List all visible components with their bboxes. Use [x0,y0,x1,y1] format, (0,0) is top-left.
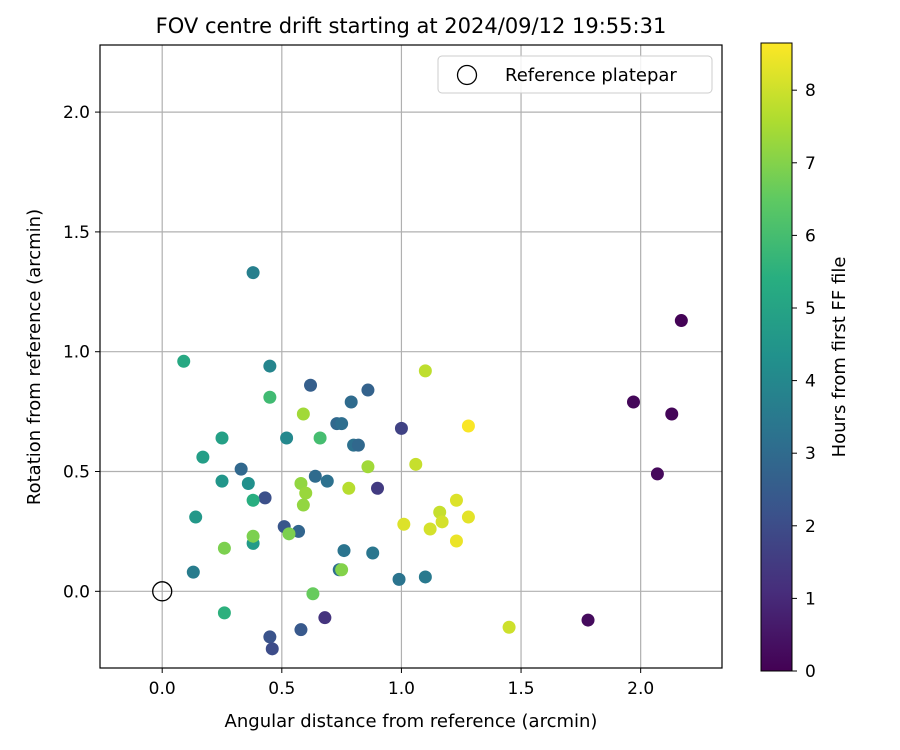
data-point [308,469,322,483]
data-point [371,481,385,495]
data-point [304,378,318,392]
colorbar-tick-label: 1 [805,589,816,609]
data-point [344,395,358,409]
chart-title: FOV centre drift starting at 2024/09/12 … [156,14,667,38]
data-point [397,517,411,531]
grid-lines [100,45,722,668]
legend-box [437,55,713,94]
data-point [502,620,516,634]
data-point [177,354,191,368]
data-point [435,515,449,529]
data-point [461,510,475,524]
colorbar-tick-label: 2 [805,517,816,537]
colorbar-tick-label: 5 [805,299,816,319]
legend-label: Reference platepar [505,65,677,86]
y-tick-label: 1.0 [63,343,90,363]
data-point [263,390,277,404]
legend-marker-icon [456,64,478,86]
colorbar: 0 1 2 3 4 5 6 7 8 Hours from first FF file [760,42,850,682]
data-point [263,359,277,373]
data-point [280,431,294,445]
colorbar-frame [760,42,793,672]
x-tick-label: 0.0 [149,679,176,699]
y-tick-label: 0.0 [63,582,90,602]
data-point [320,474,334,488]
data-point [186,565,200,579]
data-point [394,421,408,435]
data-point [366,546,380,560]
x-tick-label: 0.5 [268,679,295,699]
data-point [189,510,203,524]
legend: Reference platepar [437,55,713,94]
data-point [263,630,277,644]
colorbar-ticks: 0 1 2 3 4 5 6 7 8 [792,81,816,682]
data-point [665,407,679,421]
reference-marker [152,581,173,602]
colorbar-tick-label: 7 [805,154,816,174]
data-point [217,606,231,620]
data-point [626,395,640,409]
data-point [294,476,308,490]
data-point [258,491,272,505]
data-point [246,529,260,543]
data-point [246,493,260,507]
data-point [318,611,332,625]
colorbar-tick-label: 8 [805,81,816,101]
data-point [449,493,463,507]
data-point [361,460,375,474]
y-axis: 0.0 0.5 1.0 1.5 2.0 [63,103,100,602]
data-point [337,544,351,558]
reference-point [152,581,173,602]
data-point [650,467,664,481]
data-point [418,570,432,584]
data-point [361,383,375,397]
colorbar-tick-label: 3 [805,444,816,464]
data-point [351,438,365,452]
data-point [342,481,356,495]
colorbar-gradient [761,43,792,671]
data-point [423,522,437,536]
data-point [265,642,279,656]
data-point [246,266,260,280]
y-tick-label: 0.5 [63,463,90,483]
x-axis-title: Angular distance from reference (arcmin) [225,711,598,732]
data-point [196,450,210,464]
y-axis-title: Rotation from reference (arcmin) [24,209,45,505]
x-tick-label: 2.0 [627,679,654,699]
data-point [313,431,327,445]
data-point [217,541,231,555]
x-axis: 0.0 0.5 1.0 1.5 2.0 [149,668,654,699]
colorbar-title: Hours from first FF file [829,257,850,458]
data-point [294,623,308,637]
data-point [296,498,310,512]
data-point [409,457,423,471]
x-tick-label: 1.0 [388,679,415,699]
data-point [299,486,313,500]
data-point [282,527,296,541]
y-tick-label: 1.5 [63,223,90,243]
colorbar-tick-label: 0 [805,662,816,682]
data-point [449,534,463,548]
plot-frame [99,44,723,669]
data-point [461,419,475,433]
data-point [234,462,248,476]
y-tick-label: 2.0 [63,103,90,123]
data-point [392,572,406,586]
colorbar-tick-label: 4 [805,372,816,392]
data-point [418,364,432,378]
scatter-points [177,266,688,656]
colorbar-tick-label: 6 [805,226,816,246]
data-point [335,417,349,431]
data-point [296,407,310,421]
data-point [215,474,229,488]
data-point [306,587,320,601]
data-point [674,314,688,328]
x-tick-label: 1.5 [508,679,535,699]
data-point [335,563,349,577]
data-point [215,431,229,445]
data-point [581,613,595,627]
data-point [241,476,255,490]
